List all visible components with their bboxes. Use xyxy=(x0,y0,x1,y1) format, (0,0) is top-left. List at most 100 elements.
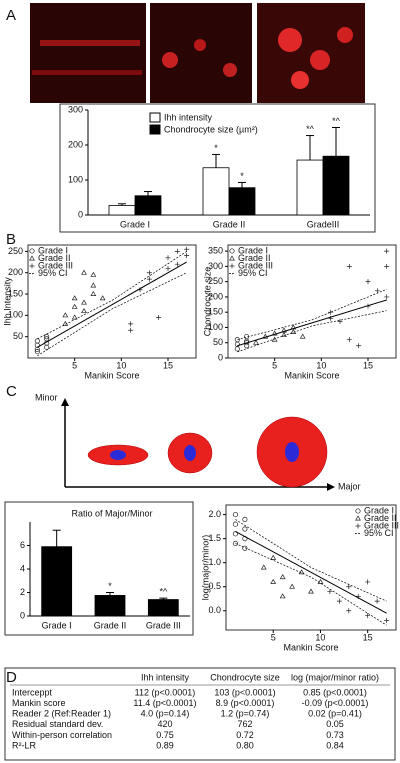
point xyxy=(374,598,380,604)
legend-marker xyxy=(229,248,235,254)
point xyxy=(62,312,69,318)
point xyxy=(44,344,50,350)
point xyxy=(174,261,180,267)
panel-label: A xyxy=(6,7,16,24)
x-tick-label: 5 xyxy=(271,632,276,642)
micrographs xyxy=(30,3,365,103)
bar xyxy=(322,155,350,216)
table-cell: 1.2 (p=0.74) xyxy=(221,709,270,719)
point xyxy=(234,346,240,352)
plot-frame xyxy=(225,504,397,631)
significance-label: *^ xyxy=(159,587,168,597)
table-header: Chondrocyte size xyxy=(210,672,280,682)
point xyxy=(279,574,286,580)
y-tick-label: 250 xyxy=(208,276,223,286)
table-cell: 0.73 xyxy=(326,730,344,740)
y-axis-label: Chondrocyte size xyxy=(202,267,212,337)
point xyxy=(165,255,171,261)
table-cell: 4.0 (p=0.14) xyxy=(141,709,190,719)
point xyxy=(308,588,314,594)
significance-label: *^ xyxy=(332,116,341,126)
bar xyxy=(94,595,126,617)
table-cell: 420 xyxy=(157,719,172,729)
point xyxy=(71,295,78,301)
point xyxy=(346,263,352,269)
point xyxy=(374,288,380,294)
legend-label: 95% CI xyxy=(364,528,394,538)
legend-label: Grade I xyxy=(364,505,394,515)
y-tick-label: 300 xyxy=(208,261,223,271)
point xyxy=(174,248,180,254)
axis-label: Minor xyxy=(35,392,58,402)
row-label: Interceppt xyxy=(12,687,53,697)
y-tick-label: 6 xyxy=(20,540,25,550)
table-cell: 762 xyxy=(237,719,252,729)
point xyxy=(289,583,296,589)
y-tick-label: 1.0 xyxy=(208,557,221,567)
point xyxy=(271,330,278,336)
point xyxy=(337,318,343,324)
point xyxy=(34,349,40,355)
panel-label: D xyxy=(6,669,17,686)
legend-label: Ihh intensity xyxy=(164,112,213,122)
point xyxy=(298,569,305,575)
table-cell: 112 (p<0.0001) xyxy=(135,687,196,697)
legend-swatch xyxy=(149,124,161,135)
y-tick-label: 100 xyxy=(68,174,83,184)
point xyxy=(71,303,78,309)
legend-label: Grade II xyxy=(364,513,397,523)
x-tick-label: 15 xyxy=(163,360,173,370)
row-label: Residual standard dev. xyxy=(12,719,103,729)
row-label: Mankin score xyxy=(12,698,66,708)
point xyxy=(281,331,287,338)
x-tick-label: 10 xyxy=(315,632,325,642)
significance-label: *^ xyxy=(306,124,315,134)
point xyxy=(90,290,97,296)
y-tick-label: 100 xyxy=(8,310,23,320)
point xyxy=(90,271,97,277)
table-cell: 0.84 xyxy=(326,740,344,750)
row-label: Within-person correlation xyxy=(12,730,112,740)
row-label: R²-LR xyxy=(12,740,36,750)
point xyxy=(384,617,390,623)
y-tick-label: 200 xyxy=(8,267,23,277)
table-cell: 0.75 xyxy=(156,730,174,740)
x-tick-label: 15 xyxy=(363,632,373,642)
point xyxy=(328,309,334,315)
point xyxy=(346,584,352,590)
legend-label: 95% CI xyxy=(238,268,268,278)
fit-line xyxy=(237,299,387,347)
x-tick-label: 10 xyxy=(116,360,126,370)
legend-swatch xyxy=(149,112,161,123)
significance-label: * xyxy=(108,581,112,591)
legend-label: Chondrocyte size (µm²) xyxy=(164,124,258,134)
legend-marker xyxy=(29,248,35,254)
point xyxy=(34,338,40,344)
y-tick-label: 0 xyxy=(78,209,83,219)
row-label: Reader 2 (Ref:Reader 1) xyxy=(12,709,111,719)
table-cell: 0.72 xyxy=(236,730,254,740)
point xyxy=(146,270,152,276)
x-tick-label: 10 xyxy=(316,360,326,370)
legend-label: Grade III xyxy=(38,260,73,270)
point xyxy=(232,512,238,518)
legend-label: Grade I xyxy=(238,245,268,255)
point xyxy=(262,333,269,339)
point xyxy=(384,248,390,254)
point xyxy=(184,246,190,252)
legend-marker xyxy=(29,263,35,269)
point xyxy=(290,328,297,334)
legend-marker xyxy=(229,263,235,269)
point xyxy=(270,578,277,584)
legend-marker xyxy=(229,255,235,261)
ci-line xyxy=(37,272,187,357)
point xyxy=(232,540,238,547)
panel-frame xyxy=(4,501,194,636)
panel-label: B xyxy=(6,231,16,248)
point xyxy=(384,263,390,269)
table-header: Ihh intensity xyxy=(141,672,190,682)
point xyxy=(336,598,342,604)
y-tick-label: 100 xyxy=(208,322,223,332)
bar xyxy=(108,205,136,216)
y-tick-label: 0 xyxy=(218,352,223,362)
